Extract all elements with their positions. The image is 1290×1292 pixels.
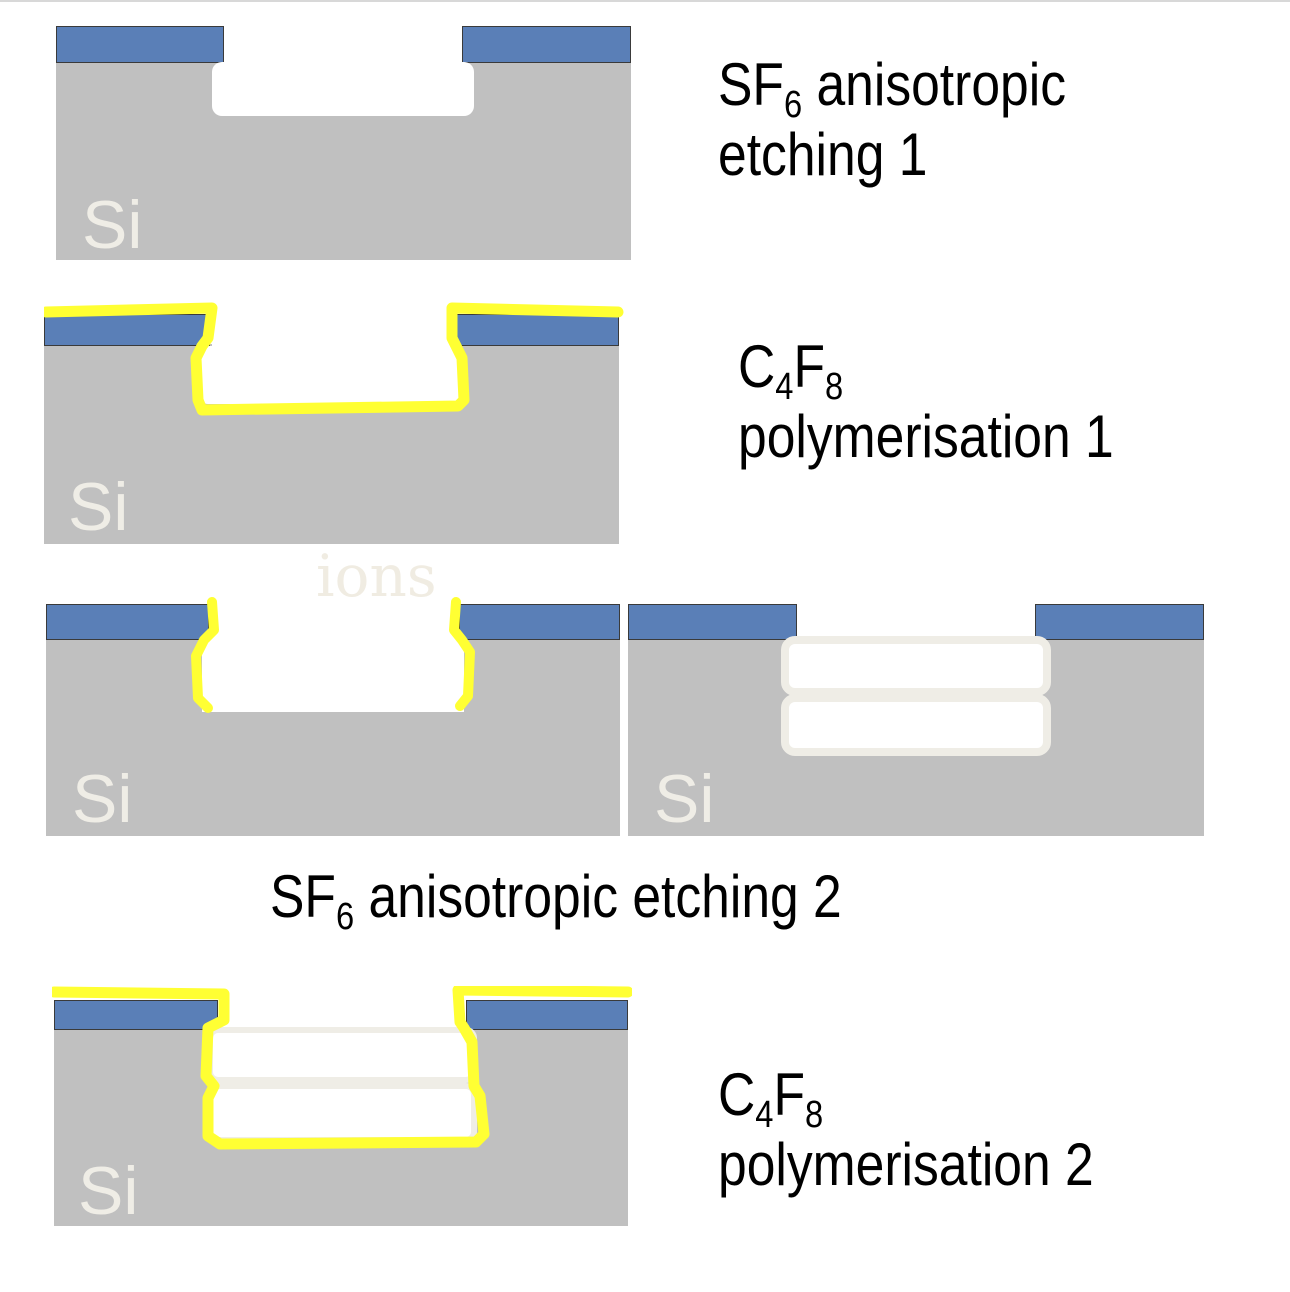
mask-opening	[210, 600, 458, 640]
caption-step-2-subscript-2: 8	[824, 366, 844, 408]
scallop-upper	[207, 1027, 477, 1083]
caption-step-3-text: anisotropic etching 2	[354, 863, 842, 930]
polymer-sidewall-right	[449, 597, 475, 711]
caption-step-4-line2: polymerisation 2	[718, 1131, 1094, 1198]
panel-step-3a: ions Si	[46, 540, 622, 840]
caption-step-2-line2: polymerisation 1	[738, 403, 1114, 470]
caption-step-1: SF6 anisotropic etching 1	[718, 50, 1066, 190]
caption-step-1-subscript: 6	[783, 84, 803, 126]
scallop-lower	[207, 1083, 477, 1143]
caption-step-2: C4F8 polymerisation 1	[738, 332, 1114, 472]
caption-step-4: C4F8 polymerisation 2	[718, 1060, 1094, 1200]
caption-step-2-formula: C	[738, 333, 776, 400]
top-border-line	[0, 0, 1290, 2]
caption-step-4-subscript-2: 8	[804, 1094, 824, 1136]
mask-left	[44, 314, 210, 346]
mask-right	[455, 314, 619, 346]
caption-step-3-formula: SF	[270, 863, 336, 930]
caption-step-4-formula-f: F	[773, 1061, 805, 1128]
ions-label: ions	[316, 542, 437, 610]
mask-opening	[212, 300, 452, 346]
cross-section-step-3b: Si	[628, 600, 1204, 837]
caption-step-1-formula: SF	[718, 51, 784, 118]
mask-right	[462, 26, 631, 63]
mask-opening	[220, 986, 460, 1030]
panel-step-1: Si	[56, 26, 632, 262]
mask-right	[459, 604, 620, 640]
cross-section-step-4: Si	[52, 986, 632, 1229]
mask-right	[1035, 604, 1204, 640]
mask-right	[466, 1000, 628, 1030]
mask-opening	[798, 600, 1034, 640]
mask-opening	[224, 26, 462, 62]
cross-section-step-1: Si	[56, 26, 631, 262]
polymer-layer	[52, 986, 632, 1150]
caption-step-1-line2: etching 1	[718, 121, 928, 188]
si-label: Si	[68, 469, 128, 545]
mask-left	[56, 26, 224, 63]
caption-step-2-formula-f: F	[793, 333, 825, 400]
si-label: Si	[654, 761, 714, 837]
panel-step-3b: Si	[628, 600, 1206, 840]
polymer-sidewall-left	[191, 597, 219, 713]
mask-left	[628, 604, 797, 640]
etched-cavity	[200, 346, 462, 404]
scallop-upper	[781, 636, 1051, 696]
caption-step-4-formula: C	[718, 1061, 756, 1128]
caption-step-1-text: anisotropic	[802, 51, 1066, 118]
scallop-lower	[781, 694, 1051, 756]
polymer-layer	[44, 302, 624, 416]
etched-cavity	[212, 62, 474, 116]
cross-section-step-2: Si	[44, 300, 624, 545]
caption-step-3-subscript: 6	[335, 896, 355, 938]
mask-left	[46, 604, 209, 640]
caption-step-3: SF6 anisotropic etching 2	[270, 862, 842, 936]
caption-step-2-subscript: 4	[775, 366, 794, 408]
panel-step-4: Si	[52, 986, 632, 1230]
panel-step-2: Si	[44, 300, 624, 548]
cross-section-step-3a: ions Si	[46, 542, 620, 837]
caption-step-4-subscript: 4	[755, 1094, 774, 1136]
mask-left	[54, 1000, 218, 1030]
etched-cavity	[202, 640, 464, 712]
si-label: Si	[72, 761, 132, 837]
si-label: Si	[82, 187, 142, 262]
si-label: Si	[78, 1153, 138, 1229]
